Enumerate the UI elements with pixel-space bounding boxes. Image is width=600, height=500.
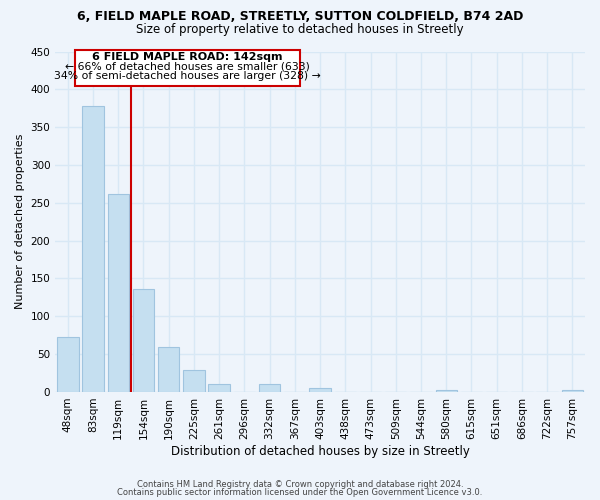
- Bar: [310, 388, 331, 392]
- Bar: [183, 370, 205, 392]
- X-axis label: Distribution of detached houses by size in Streetly: Distribution of detached houses by size …: [170, 444, 470, 458]
- Text: 34% of semi-detached houses are larger (328) →: 34% of semi-detached houses are larger (…: [54, 72, 321, 82]
- Bar: [133, 289, 154, 392]
- Bar: [208, 384, 230, 392]
- Text: Contains HM Land Registry data © Crown copyright and database right 2024.: Contains HM Land Registry data © Crown c…: [137, 480, 463, 489]
- Text: ← 66% of detached houses are smaller (633): ← 66% of detached houses are smaller (63…: [65, 62, 310, 72]
- Bar: [158, 346, 179, 392]
- Text: 6, FIELD MAPLE ROAD, STREETLY, SUTTON COLDFIELD, B74 2AD: 6, FIELD MAPLE ROAD, STREETLY, SUTTON CO…: [77, 10, 523, 23]
- FancyBboxPatch shape: [76, 50, 300, 86]
- Bar: [259, 384, 280, 392]
- Bar: [82, 106, 104, 392]
- Bar: [436, 390, 457, 392]
- Bar: [107, 194, 129, 392]
- Y-axis label: Number of detached properties: Number of detached properties: [15, 134, 25, 310]
- Text: Contains public sector information licensed under the Open Government Licence v3: Contains public sector information licen…: [118, 488, 482, 497]
- Text: Size of property relative to detached houses in Streetly: Size of property relative to detached ho…: [136, 22, 464, 36]
- Bar: [57, 338, 79, 392]
- Text: 6 FIELD MAPLE ROAD: 142sqm: 6 FIELD MAPLE ROAD: 142sqm: [92, 52, 283, 62]
- Bar: [562, 390, 583, 392]
